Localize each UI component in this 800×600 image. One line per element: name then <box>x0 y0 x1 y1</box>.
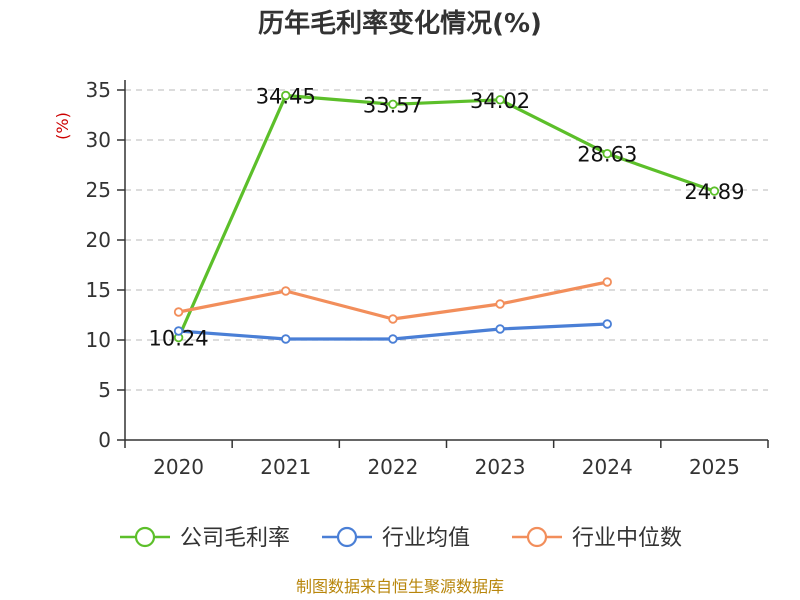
x-tick-label-2025: 2025 <box>689 455 740 479</box>
source-note: 制图数据来自恒生聚源数据库 <box>296 577 504 596</box>
series-lines <box>173 90 720 344</box>
series-2-point-2024 <box>602 277 612 287</box>
series-0-point-2022 <box>388 99 398 109</box>
x-axis-ticks: 2020 2021 2022 2023 2024 2025 <box>153 455 740 479</box>
y-tick-label-0: 0 <box>98 428 111 452</box>
legend-marker-0 <box>134 526 156 548</box>
data-label-2021: 34.45 <box>256 85 316 109</box>
legend-marker-2 <box>526 526 548 548</box>
y-tick-label-15: 15 <box>86 278 111 302</box>
series-1-point-2020 <box>173 326 184 336</box>
legend-item-2[interactable]: 行业中位数 <box>512 526 682 551</box>
legend-label-0: 公司毛利率 <box>180 526 290 551</box>
data-label-2025: 24.89 <box>684 180 744 204</box>
chart-title: 历年毛利率变化情况(%) <box>258 8 542 39</box>
data-label-2023: 34.02 <box>470 89 530 113</box>
series-0-point-2023 <box>495 95 505 105</box>
series-0-point-2024 <box>602 148 612 159</box>
data-labels: 10.24 34.45 33.57 34.02 28.63 24.89 <box>149 85 745 351</box>
y-tick-label-30: 30 <box>86 128 111 152</box>
legend-label-2: 行业中位数 <box>572 526 682 551</box>
x-tick-label-2022: 2022 <box>367 455 418 479</box>
data-label-2024: 28.63 <box>577 143 637 167</box>
series-0-point-2025 <box>709 186 720 196</box>
series-0-point-2021 <box>281 90 291 101</box>
data-label-2020: 10.24 <box>149 327 209 351</box>
y-tick-label-25: 25 <box>86 178 111 202</box>
legend-marker-1 <box>336 526 358 548</box>
series-1-point-2023 <box>495 324 505 334</box>
legend-label-1: 行业均值 <box>382 526 470 551</box>
series-2-point-2020 <box>173 307 184 317</box>
series-2-point-2022 <box>388 314 398 324</box>
x-tick-label-2021: 2021 <box>260 455 311 479</box>
axes <box>117 80 769 448</box>
y-tick-label-5: 5 <box>98 378 111 402</box>
series-1-point-2021 <box>281 334 291 344</box>
grid-lines <box>125 89 768 391</box>
x-tick-label-2020: 2020 <box>153 455 204 479</box>
series-2-point-2023 <box>495 299 505 309</box>
series-2-point-2021 <box>281 286 291 296</box>
y-tick-label-10: 10 <box>86 328 111 352</box>
y-tick-label-35: 35 <box>86 78 111 102</box>
y-axis-unit: (%) <box>53 112 72 140</box>
data-label-2022: 33.57 <box>363 93 423 117</box>
legend[interactable]: 公司毛利率 行业均值 行业中位数 <box>120 526 682 551</box>
series-line-0 <box>177 93 715 339</box>
series-1-point-2022 <box>388 334 398 344</box>
x-tick-label-2023: 2023 <box>475 455 526 479</box>
legend-item-1[interactable]: 行业均值 <box>322 526 470 551</box>
series-line-2 <box>178 280 608 321</box>
y-axis-ticks: 0 5 10 15 20 25 30 35 <box>86 78 111 452</box>
legend-item-0[interactable]: 公司毛利率 <box>120 526 290 551</box>
x-tick-label-2024: 2024 <box>582 455 633 479</box>
y-tick-label-20: 20 <box>86 228 111 252</box>
series-1-point-2024 <box>602 319 612 329</box>
